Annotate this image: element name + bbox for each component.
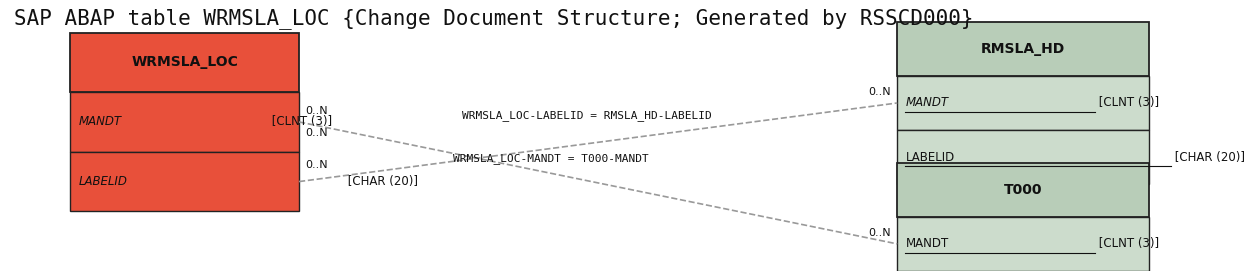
Text: T000: T000 bbox=[1003, 183, 1042, 197]
Text: [CLNT (3)]: [CLNT (3)] bbox=[268, 115, 332, 128]
Text: WRMSLA_LOC-MANDT = T000-MANDT: WRMSLA_LOC-MANDT = T000-MANDT bbox=[453, 153, 649, 164]
FancyBboxPatch shape bbox=[898, 76, 1149, 130]
FancyBboxPatch shape bbox=[71, 33, 299, 92]
Text: [CLNT (3)]: [CLNT (3)] bbox=[1094, 96, 1159, 109]
Text: 0..N: 0..N bbox=[305, 160, 327, 170]
FancyBboxPatch shape bbox=[898, 217, 1149, 271]
Text: [CHAR (20)]: [CHAR (20)] bbox=[344, 175, 418, 188]
FancyBboxPatch shape bbox=[71, 152, 299, 211]
Text: 0..N: 0..N bbox=[869, 228, 891, 238]
Text: MANDT: MANDT bbox=[905, 237, 949, 250]
Text: [CLNT (3)]: [CLNT (3)] bbox=[1094, 237, 1159, 250]
Text: WRMSLA_LOC-LABELID = RMSLA_HD-LABELID: WRMSLA_LOC-LABELID = RMSLA_HD-LABELID bbox=[462, 110, 711, 121]
FancyBboxPatch shape bbox=[898, 130, 1149, 184]
Text: LABELID: LABELID bbox=[905, 151, 955, 164]
FancyBboxPatch shape bbox=[898, 163, 1149, 217]
Text: WRMSLA_LOC: WRMSLA_LOC bbox=[131, 55, 238, 69]
FancyBboxPatch shape bbox=[898, 22, 1149, 76]
Text: [CHAR (20)]: [CHAR (20)] bbox=[1170, 151, 1245, 164]
Text: RMSLA_HD: RMSLA_HD bbox=[981, 42, 1066, 56]
Text: 0..N: 0..N bbox=[305, 106, 327, 116]
Text: MANDT: MANDT bbox=[905, 96, 949, 109]
Text: SAP ABAP table WRMSLA_LOC {Change Document Structure; Generated by RSSCD000}: SAP ABAP table WRMSLA_LOC {Change Docume… bbox=[14, 8, 974, 29]
Text: 0..N: 0..N bbox=[869, 87, 891, 97]
Text: 0..N: 0..N bbox=[305, 128, 327, 138]
FancyBboxPatch shape bbox=[71, 92, 299, 152]
Text: LABELID: LABELID bbox=[78, 175, 127, 188]
Text: MANDT: MANDT bbox=[78, 115, 122, 128]
